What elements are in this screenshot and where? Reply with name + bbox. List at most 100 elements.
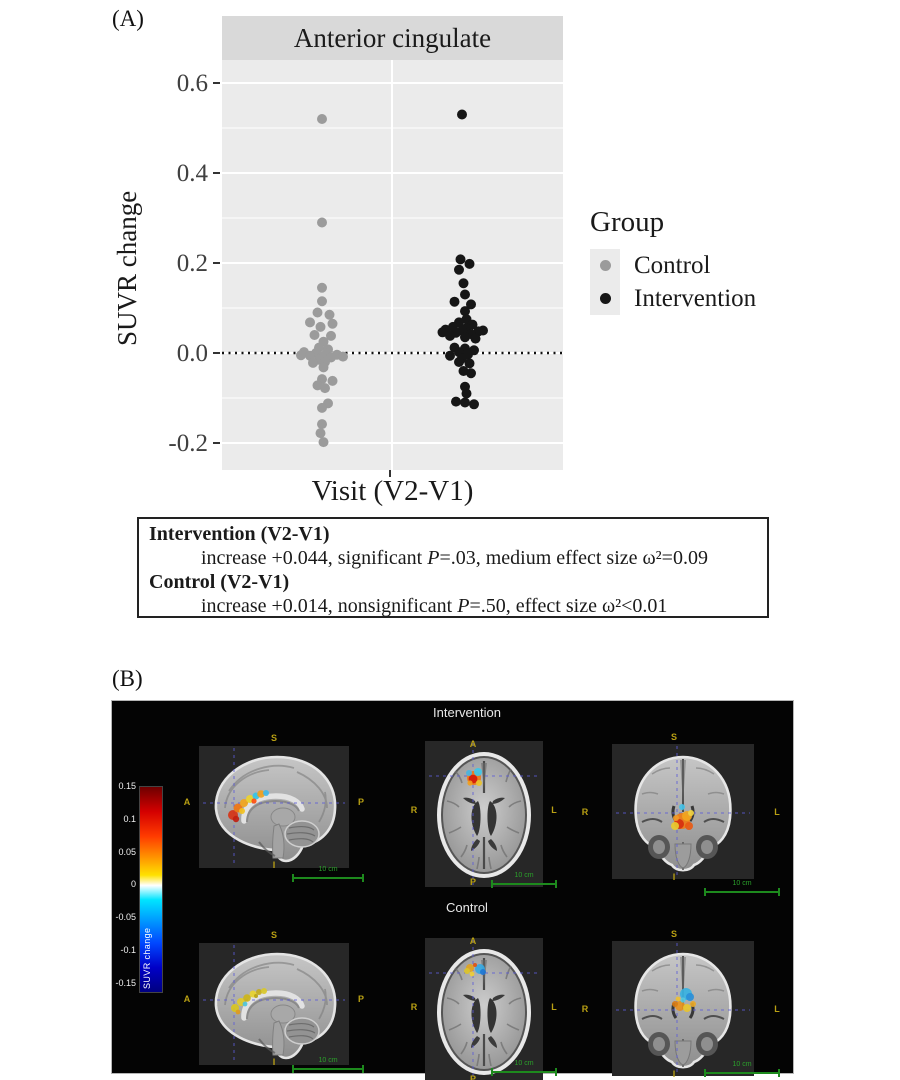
scale-bar: 10 cm [292, 1057, 364, 1074]
scale-bar: 10 cm [704, 880, 780, 897]
orientation-label-p: P [357, 994, 364, 1004]
data-point-control [296, 350, 306, 361]
scale-bar-label: 10 cm [514, 1060, 534, 1067]
colorbar-tick-label: -0.1 [120, 945, 136, 955]
colorbar-tick-label: -0.05 [115, 912, 136, 923]
chart-title: Anterior cingulate [293, 22, 492, 53]
y-tick-mark [213, 172, 220, 174]
data-point-intervention [458, 366, 469, 376]
stats-line: increase +0.014, nonsignificant P=.50, e… [201, 595, 668, 617]
legend-item: Intervention [590, 282, 840, 315]
scale-bar-label: 10 cm [514, 872, 534, 879]
data-point-control [327, 318, 338, 329]
orientation-label-a: A [469, 739, 477, 749]
data-point-control [317, 114, 327, 124]
scale-bar-label: 10 cm [732, 880, 752, 887]
data-point-control [320, 383, 330, 394]
data-point-intervention [461, 388, 472, 399]
data-point-control [338, 351, 348, 362]
legend: Group Control Intervention [590, 206, 840, 315]
mri-image [612, 941, 754, 1076]
mri-view-sagittal-intervention: S A P I [184, 733, 364, 870]
scale-bar: 10 cm [491, 872, 557, 889]
legend-key [590, 282, 620, 315]
data-point-control [312, 307, 323, 318]
orientation-label-l: L [551, 805, 557, 815]
x-axis-tick [389, 470, 391, 477]
row-title-intervention: Intervention [433, 705, 501, 720]
data-point-intervention [449, 296, 460, 307]
colorbar-tick-label: 0.15 [118, 781, 136, 791]
data-point-intervention [437, 327, 448, 338]
mri-view-sagittal-control: S A P I [184, 930, 364, 1067]
orientation-label-l: L [774, 807, 780, 817]
colorbar-tick-label: 0.05 [118, 846, 136, 857]
scale-bar-label: 10 cm [732, 1061, 752, 1068]
data-point-control [317, 419, 327, 430]
data-point-control [315, 321, 326, 332]
data-point-intervention [460, 332, 470, 343]
data-point-intervention [455, 254, 466, 265]
stats-line: increase +0.044, significant P=.03, medi… [201, 547, 708, 569]
data-point-control [308, 357, 318, 368]
data-point-control [315, 428, 326, 439]
y-tick-label: -0.2 [168, 430, 208, 457]
data-point-intervention [460, 289, 470, 300]
y-tick-label: 0.4 [176, 160, 208, 187]
suvr-overlay [672, 988, 696, 1012]
data-point-control [326, 330, 336, 341]
colorbar-tick-label: -0.15 [115, 977, 136, 988]
mri-view-coronal-intervention: S R L I [582, 732, 780, 882]
data-point-control [324, 309, 335, 320]
orientation-label-s: S [670, 732, 677, 742]
orientation-label-r: R [581, 1004, 589, 1014]
mri-image [612, 744, 754, 879]
data-point-intervention [445, 350, 455, 361]
orientation-label-p: P [357, 797, 364, 807]
orientation-label-r: R [410, 1002, 418, 1012]
colorbar-label: SUVR change [142, 927, 152, 989]
mri-view-coronal-control: S R L I [582, 929, 780, 1079]
orientation-label-l: L [551, 1002, 557, 1012]
legend-item: Control [590, 249, 840, 282]
y-tick-label: 0.6 [176, 70, 208, 97]
mri-image [425, 938, 543, 1080]
orientation-label-a: A [183, 994, 191, 1004]
suvr-overlay [231, 988, 267, 1015]
data-point-intervention [470, 333, 481, 344]
data-point-intervention [445, 330, 455, 341]
mri-image [425, 741, 543, 887]
data-point-intervention [466, 368, 476, 379]
colorbar-tick-label: 0 [130, 879, 136, 890]
legend-title: Group [590, 206, 665, 238]
data-point-control [317, 296, 327, 307]
scale-bar: 10 cm [491, 1060, 557, 1077]
legend-label: Intervention [634, 284, 757, 312]
orientation-label-i: I [672, 872, 676, 882]
data-point-intervention [460, 397, 470, 408]
data-point-control [318, 437, 329, 448]
orientation-label-s: S [670, 929, 677, 939]
orientation-label-a: A [183, 797, 191, 807]
row-title-control: Control [446, 900, 488, 915]
orientation-label-a: A [469, 936, 477, 946]
panel-a-label: (A) [112, 6, 144, 31]
orientation-label-s: S [270, 733, 277, 743]
data-point-intervention [464, 358, 475, 369]
stats-line: Control (V2-V1) [149, 571, 290, 593]
mri-view-axial-control: A R L P [411, 936, 557, 1080]
legend-items: Control Intervention [590, 249, 840, 315]
data-point-control [317, 217, 327, 228]
data-point-intervention [460, 306, 470, 317]
suvr-overlay [671, 804, 694, 830]
data-point-intervention [454, 357, 464, 367]
data-point-intervention [454, 264, 464, 275]
scale-bar: 10 cm [704, 1061, 780, 1078]
mri-view-axial-intervention: A R L P [411, 739, 557, 887]
legend-dot-icon [599, 260, 611, 271]
plot-area [222, 60, 563, 470]
data-point-intervention [478, 325, 488, 336]
orientation-label-s: S [270, 930, 277, 940]
orientation-label-r: R [581, 807, 589, 817]
